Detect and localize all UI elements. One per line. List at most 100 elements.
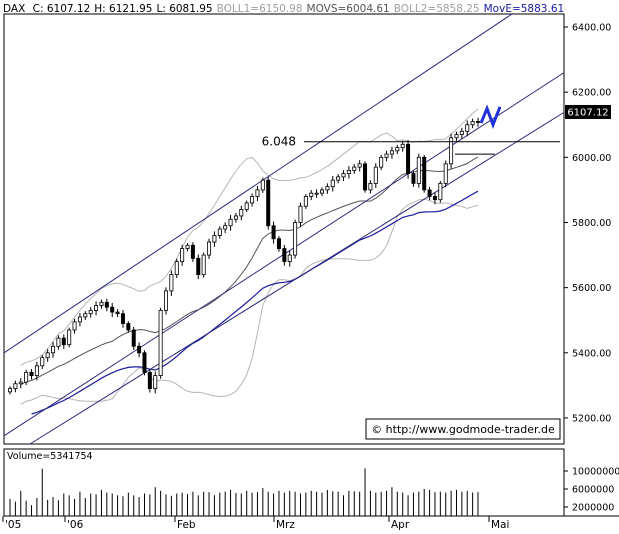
candle-body	[266, 179, 271, 227]
candle-body	[406, 143, 411, 175]
candle-body	[174, 261, 179, 276]
volume-axis: 10000000 6000000 2000000	[564, 467, 619, 514]
candle	[449, 133, 454, 169]
candle-body	[147, 371, 152, 390]
candle	[110, 302, 115, 318]
price-axis: 6400.00 6200.00 6000.00 5800.00 5600.00 5400.…	[564, 23, 611, 424]
volume-tick-label: 2000000	[572, 503, 614, 514]
candle-body	[438, 182, 443, 201]
candle-body	[314, 192, 319, 195]
candle	[56, 335, 61, 350]
candle	[7, 386, 12, 395]
candle-body	[142, 352, 147, 373]
candle	[239, 205, 244, 221]
candle	[298, 202, 303, 227]
candle	[34, 361, 39, 381]
candle	[459, 127, 464, 139]
candle	[99, 299, 104, 309]
candle-body	[395, 147, 400, 152]
candlesticks	[7, 117, 480, 395]
candle-body	[228, 218, 233, 227]
candle-body	[303, 196, 308, 207]
header-stat-6: MovE=5883.61	[484, 3, 565, 15]
candle-body	[233, 215, 238, 220]
header-stats: DAX C: 6107.12 H: 6121.95 L: 6081.95 BOLL1=…	[3, 3, 564, 15]
header-stat-2: L: 6081.95	[156, 3, 212, 15]
candle	[266, 176, 271, 230]
candle	[384, 150, 389, 162]
candle	[287, 250, 292, 267]
last-price-badge: 6107.12	[565, 105, 611, 119]
candle	[319, 187, 324, 197]
candle	[336, 174, 341, 184]
candle	[115, 309, 120, 318]
candle-body	[207, 241, 212, 256]
time-tick-label: Apr	[391, 519, 410, 531]
candle	[147, 369, 152, 393]
price-tick-label: 5200.00	[572, 413, 611, 424]
trend-channel	[3, 13, 565, 445]
candle	[250, 193, 255, 207]
candle-body	[368, 182, 373, 191]
candle-body	[18, 381, 23, 385]
candle-body	[158, 310, 163, 376]
candle	[416, 153, 421, 188]
candle-body	[319, 189, 324, 194]
candle	[465, 120, 470, 137]
volume-tick-label: 6000000	[572, 485, 614, 496]
candle-body	[239, 209, 244, 217]
candle	[432, 192, 437, 205]
candle	[137, 342, 142, 358]
time-tick-label: '06	[67, 519, 84, 531]
candle-body	[325, 186, 330, 191]
candle-body	[475, 121, 480, 123]
forecast-zigzag	[479, 104, 502, 130]
volume-tick-label: 10000000	[572, 467, 619, 478]
header-stat-1: H: 6121.95	[94, 3, 152, 15]
candle-body	[465, 124, 470, 132]
candle	[389, 146, 394, 159]
candle-body	[120, 313, 125, 324]
candle-body	[443, 163, 448, 184]
candle-body	[169, 274, 174, 292]
candle	[309, 190, 314, 201]
candle	[94, 301, 99, 316]
volume-bars	[9, 468, 479, 516]
header-stat-5: BOLL2=5858.25	[394, 3, 480, 15]
candle	[282, 245, 287, 266]
candle	[422, 154, 427, 193]
candle	[190, 242, 195, 262]
candle-body	[67, 329, 72, 346]
candle	[260, 177, 265, 193]
candle	[475, 117, 480, 127]
time-tick-label: Mrz	[276, 519, 295, 531]
candle-body	[94, 305, 99, 311]
candle-body	[24, 371, 29, 383]
candle-body	[330, 179, 335, 188]
candle	[163, 287, 168, 315]
candle-body	[115, 311, 120, 315]
last-price-label: 6107.12	[567, 108, 608, 119]
candle	[330, 176, 335, 192]
candle	[88, 307, 93, 318]
candle	[244, 200, 249, 213]
moving-average	[20, 156, 479, 386]
candle	[185, 242, 190, 252]
header-stat-3: BOLL1=6150.98	[217, 3, 303, 15]
candle	[18, 378, 23, 389]
candle-body	[298, 205, 303, 223]
candle-body	[389, 150, 394, 155]
candle	[314, 189, 319, 198]
price-panel	[3, 13, 565, 445]
candle-body	[196, 257, 201, 276]
header-stat-0: C: 6107.12	[33, 3, 91, 15]
candle-body	[223, 225, 228, 230]
candle-body	[163, 290, 168, 311]
candle-body	[379, 156, 384, 168]
candle-body	[40, 357, 45, 367]
candle	[72, 318, 77, 334]
candle	[77, 313, 82, 327]
candle	[201, 252, 206, 278]
candle	[427, 186, 432, 201]
